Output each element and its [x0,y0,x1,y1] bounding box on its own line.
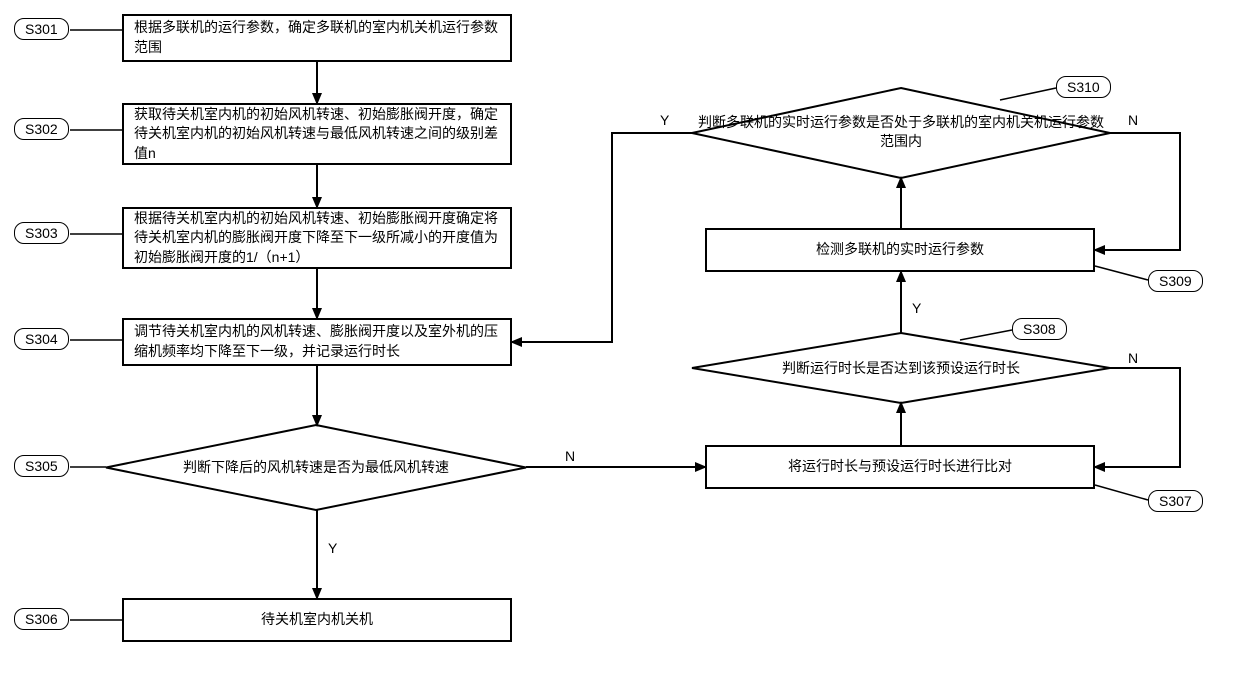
tag-s309: S309 [1148,270,1203,292]
label-d308-N: N [1128,350,1138,366]
label-d310-N: N [1128,112,1138,128]
node-s301: 根据多联机的运行参数，确定多联机的室内机关机运行参数范围 [122,14,512,62]
label-d310-Y: Y [660,112,669,128]
node-text: 将运行时长与预设运行时长进行比对 [788,457,1012,477]
node-text: 判断下降后的风机转速是否为最低风机转速 [183,459,449,475]
tag-s308: S308 [1012,318,1067,340]
tag-s304: S304 [14,328,69,350]
tag-s305: S305 [14,455,69,477]
flowchart-canvas: S301 根据多联机的运行参数，确定多联机的室内机关机运行参数范围 S302 获… [0,0,1240,689]
node-s304: 调节待关机室内机的风机转速、膨胀阀开度以及室外机的压缩机频率均下降至下一级，并记… [122,318,512,366]
tag-s303: S303 [14,222,69,244]
node-text: 调节待关机室内机的风机转速、膨胀阀开度以及室外机的压缩机频率均下降至下一级，并记… [134,322,500,361]
node-text: 根据待关机室内机的初始风机转速、初始膨胀阀开度确定将待关机室内机的膨胀阀开度下降… [134,209,500,268]
node-text: 检测多联机的实时运行参数 [816,240,984,260]
node-s307: 将运行时长与预设运行时长进行比对 [705,445,1095,489]
tag-s306: S306 [14,608,69,630]
label-d305-N: N [565,448,575,464]
node-s302: 获取待关机室内机的初始风机转速、初始膨胀阀开度，确定待关机室内机的初始风机转速与… [122,103,512,165]
tag-s310: S310 [1056,76,1111,98]
tag-s307: S307 [1148,490,1203,512]
decision-s310: 判断多联机的实时运行参数是否处于多联机的室内机关机运行参数范围内 [692,88,1110,178]
node-text: 判断多联机的实时运行参数是否处于多联机的室内机关机运行参数范围内 [698,114,1104,149]
node-s309: 检测多联机的实时运行参数 [705,228,1095,272]
node-text: 根据多联机的运行参数，确定多联机的室内机关机运行参数范围 [134,18,500,57]
node-s306: 待关机室内机关机 [122,598,512,642]
node-text: 待关机室内机关机 [261,610,373,630]
node-text: 获取待关机室内机的初始风机转速、初始膨胀阀开度，确定待关机室内机的初始风机转速与… [134,105,500,164]
tag-s301: S301 [14,18,69,40]
tag-s302: S302 [14,118,69,140]
node-text: 判断运行时长是否达到该预设运行时长 [782,360,1020,376]
node-s303: 根据待关机室内机的初始风机转速、初始膨胀阀开度确定将待关机室内机的膨胀阀开度下降… [122,207,512,269]
decision-s308: 判断运行时长是否达到该预设运行时长 [692,333,1110,403]
decision-s305: 判断下降后的风机转速是否为最低风机转速 [106,425,526,510]
label-d305-Y: Y [328,540,337,556]
label-d308-Y: Y [912,300,921,316]
